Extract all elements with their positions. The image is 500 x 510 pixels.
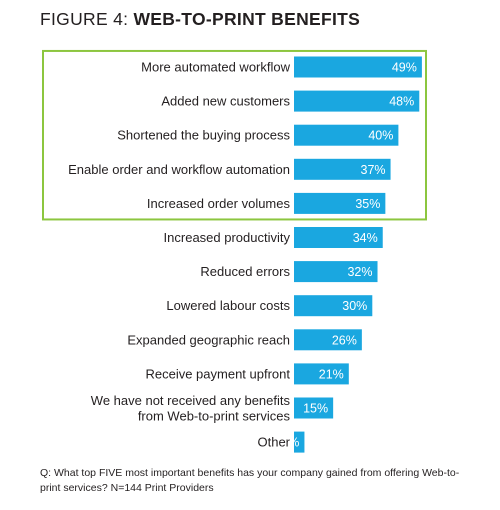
- data-label: 4%: [281, 436, 299, 450]
- data-label: 37%: [361, 163, 386, 177]
- data-label: 35%: [355, 197, 380, 211]
- bar: [294, 261, 378, 283]
- category-label: Enable order and workflow automation: [68, 162, 290, 177]
- survey-question-footnote: Q: What top FIVE most important benefits…: [40, 467, 460, 494]
- bar: [294, 56, 422, 78]
- bar: [294, 397, 334, 419]
- bar: [294, 329, 362, 351]
- data-label: 49%: [392, 61, 417, 75]
- bar: [294, 295, 373, 317]
- figure-title: WEB-TO-PRINT BENEFITS: [133, 9, 361, 29]
- category-label: Lowered labour costs: [166, 298, 290, 313]
- bar: [294, 124, 399, 146]
- category-label: Expanded geographic reach: [127, 332, 290, 347]
- bar: [294, 90, 420, 112]
- category-label: Reduced errors: [200, 264, 290, 279]
- figure-number: FIGURE 4:: [40, 9, 134, 29]
- category-label: We have not received any benefits from We…: [91, 393, 291, 424]
- bar: [294, 363, 349, 385]
- data-label: 15%: [303, 402, 328, 416]
- highlight-frame: [42, 49, 427, 221]
- data-label: 48%: [389, 95, 414, 109]
- bar-chart: 49% More automated workflow 48% Added new c…: [42, 49, 427, 453]
- category-label: More automated workflow: [141, 60, 290, 75]
- category-label: Added new customers: [161, 94, 290, 109]
- bar: [294, 227, 383, 248]
- category-label-line: from Web-to-print services: [138, 408, 291, 423]
- bar: [294, 192, 386, 214]
- category-label: Other: [257, 435, 290, 450]
- chart-title: FIGURE 4: WEB-TO-PRINT BENEFITS: [40, 9, 360, 30]
- data-label: 26%: [332, 333, 357, 347]
- data-label: 40%: [368, 129, 393, 143]
- bar: [294, 158, 391, 180]
- category-label-line: We have not received any benefits: [91, 393, 291, 408]
- category-label: Increased productivity: [164, 230, 291, 245]
- data-label: 34%: [353, 231, 378, 245]
- data-label: 21%: [319, 367, 344, 381]
- category-label: Shortened the buying process: [117, 128, 290, 143]
- category-label: Receive payment upfront: [145, 366, 290, 381]
- data-label: 30%: [342, 299, 367, 313]
- data-label: 32%: [347, 265, 372, 279]
- category-label: Increased order volumes: [147, 196, 291, 211]
- bar: [294, 431, 305, 453]
